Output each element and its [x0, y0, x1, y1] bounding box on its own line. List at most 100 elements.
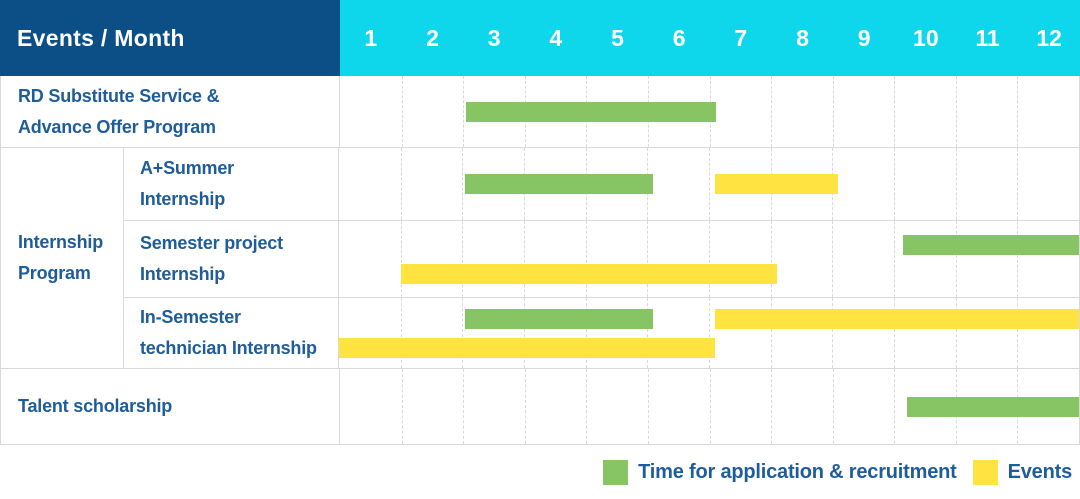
- month-gridline: [894, 369, 896, 444]
- month-label-6: 6: [672, 24, 686, 51]
- group-row-internship-program: Internship Program A+Summer Internship Semes…: [1, 147, 1079, 368]
- month-gridline: [955, 148, 957, 220]
- month-gridline: [1017, 148, 1019, 220]
- month-label-2: 2: [426, 24, 439, 51]
- chart-area-a-plus-summer-internship: [339, 148, 1079, 220]
- row-label-line: Program: [18, 263, 91, 283]
- month-gridline: [894, 298, 895, 368]
- month-gridline: [647, 298, 649, 368]
- bar-lane: [339, 174, 1079, 194]
- month-gridline: [832, 221, 834, 297]
- month-gridline: [462, 298, 464, 368]
- legend-item-application: Time for application & recruitment: [603, 459, 957, 485]
- row-label-semester-project-internship: Semester project Internship: [124, 221, 339, 297]
- month-header-row: 1 2 3 4 5 6 7 8 9 10 11 12: [340, 0, 1080, 76]
- month-label-10: 10: [913, 24, 939, 51]
- table-row-rd-substitute-service: RD Substitute Service & Advance Offer Pro…: [1, 76, 1079, 147]
- month-gridline: [1017, 76, 1019, 147]
- chart-area-rd-substitute-service: [340, 76, 1079, 147]
- event-bar: [715, 308, 1079, 329]
- table-header: Events / Month 1 2 3 4 5 6 7 8 9 10 11 12: [0, 0, 1080, 76]
- month-gridline: [832, 369, 834, 444]
- month-gridline: [709, 298, 710, 368]
- month-gridline: [585, 221, 587, 297]
- events-month-header-cell: Events / Month: [0, 0, 340, 76]
- legend-swatch-event: [972, 459, 998, 485]
- application-bar: [465, 174, 654, 194]
- month-gridline: [955, 76, 957, 147]
- group-label-internship-program: Internship Program: [1, 148, 124, 368]
- month-label-4: 4: [549, 24, 563, 51]
- month-gridline: [894, 221, 895, 297]
- month-gridline: [955, 221, 957, 297]
- application-bar: [465, 308, 654, 329]
- row-label-line: Internship: [140, 189, 226, 209]
- month-gridline: [771, 76, 773, 147]
- month-label-11: 11: [975, 24, 1000, 51]
- month-label-9: 9: [857, 24, 871, 51]
- month-gridline: [771, 369, 773, 444]
- month-gridline: [709, 221, 710, 297]
- month-gridline: [462, 221, 464, 297]
- month-gridline: [770, 298, 772, 368]
- bar-lane: [340, 396, 1079, 417]
- bar-lane: [339, 234, 1079, 255]
- legend-label-application: Time for application & recruitment: [638, 460, 957, 483]
- month-gridline: [463, 76, 465, 147]
- row-label-line: technician Internship: [140, 338, 317, 358]
- month-gridline: [709, 148, 710, 220]
- month-gridline: [770, 221, 772, 297]
- event-bar: [715, 174, 839, 194]
- month-label-8: 8: [796, 24, 809, 51]
- bar-lane: [339, 308, 1079, 329]
- month-gridline: [524, 298, 525, 368]
- month-gridline: [894, 148, 895, 220]
- row-label-talent-scholarship: Talent scholarship: [1, 369, 340, 444]
- month-gridline: [462, 148, 464, 220]
- month-label-5: 5: [611, 24, 624, 51]
- month-gridline: [585, 298, 587, 368]
- month-gridline: [400, 221, 402, 297]
- month-gridline: [832, 76, 834, 147]
- row-label-in-semester-technician-internship: In-Semester technician Internship: [124, 298, 339, 368]
- bar-lane: [339, 337, 1079, 358]
- row-label-a-plus-summer-internship: A+Summer Internship: [124, 148, 339, 220]
- row-label-line: Internship: [18, 232, 104, 252]
- month-label-3: 3: [487, 24, 501, 51]
- table-row-in-semester-technician-internship: In-Semester technician Internship: [124, 297, 1079, 368]
- month-gridline: [400, 148, 402, 220]
- chart-area-talent-scholarship: [340, 369, 1079, 444]
- table-row-semester-project-internship: Semester project Internship: [124, 220, 1079, 297]
- group-subrows-internship-program: A+Summer Internship Semester project Intern…: [124, 148, 1079, 368]
- chart-area-semester-project-internship: [339, 221, 1079, 297]
- application-bar: [906, 396, 1079, 417]
- row-label-line: Advance Offer Program: [18, 116, 216, 137]
- bar-lane: [339, 263, 1079, 284]
- month-gridline: [647, 221, 649, 297]
- row-label-line: Talent scholarship: [18, 396, 173, 416]
- month-gridline: [401, 369, 403, 444]
- month-gridline: [463, 369, 465, 444]
- month-label-7: 7: [734, 24, 748, 51]
- event-bar: [339, 337, 716, 358]
- month-gridline: [894, 76, 896, 147]
- month-gridline: [586, 369, 588, 444]
- legend: Time for application & recruitment Events: [0, 445, 1080, 499]
- month-gridline: [647, 369, 649, 444]
- row-label-line: Internship: [140, 264, 226, 284]
- row-label-line: A+Summer: [140, 158, 234, 178]
- table-row-a-plus-summer-internship: A+Summer Internship: [124, 148, 1079, 220]
- row-label-line: RD Substitute Service &: [18, 85, 220, 106]
- month-gridline: [709, 369, 711, 444]
- application-bar: [903, 234, 1079, 255]
- month-gridline: [524, 221, 525, 297]
- legend-item-event: Events: [972, 459, 1072, 485]
- chart-area-in-semester-technician-internship: [339, 298, 1079, 368]
- table-body: RD Substitute Service & Advance Offer Pro…: [0, 76, 1080, 445]
- month-gridline: [1017, 298, 1019, 368]
- row-label-line: Semester project: [140, 233, 283, 253]
- event-bar: [400, 263, 777, 284]
- month-gridline: [1017, 221, 1019, 297]
- bar-lane: [340, 101, 1079, 122]
- month-gridline: [955, 298, 957, 368]
